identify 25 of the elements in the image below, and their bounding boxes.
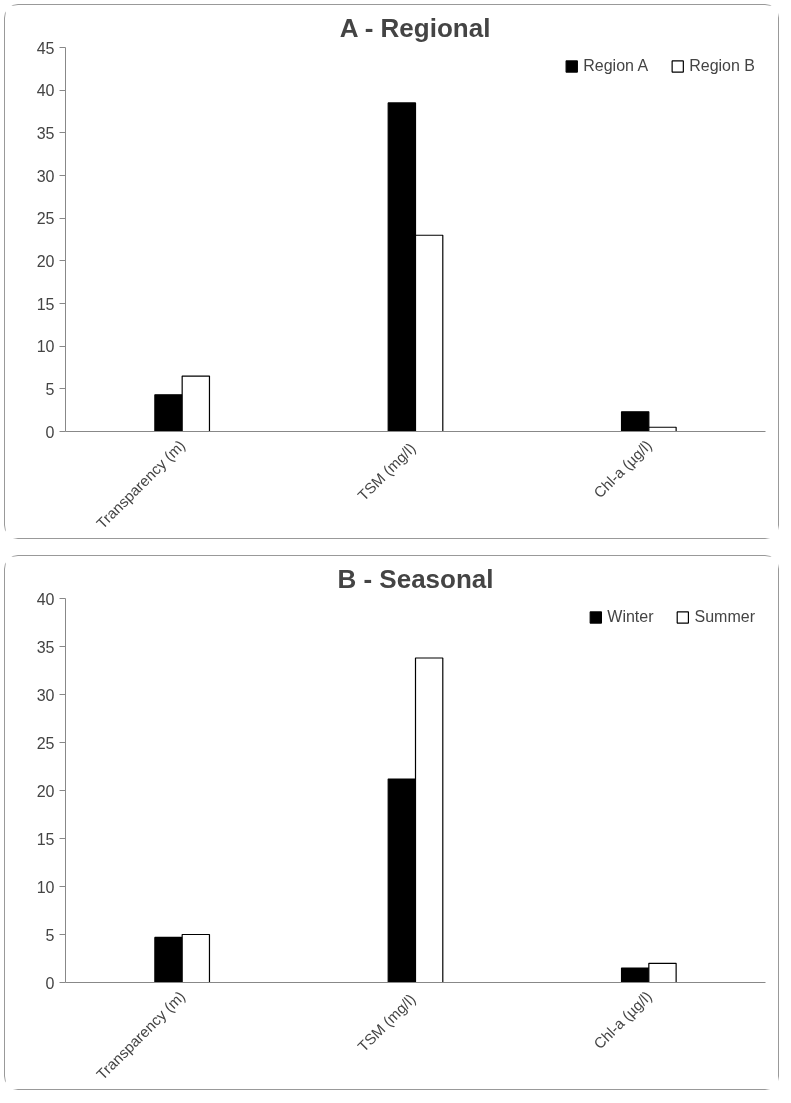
y-tick-label: 25 <box>36 734 55 752</box>
chart-title: B - Seasonal <box>337 563 494 594</box>
y-tick-label: 35 <box>36 638 55 656</box>
legend-label: Winter <box>607 608 654 626</box>
y-tick-label: 15 <box>36 295 55 313</box>
legend-label: Region B <box>689 57 755 75</box>
y-tick-label: 40 <box>36 590 55 608</box>
y-tick-label: 10 <box>36 338 55 356</box>
legend-label: Summer <box>694 608 755 626</box>
y-tick-label: 40 <box>36 82 55 100</box>
y-tick-label: 0 <box>45 423 55 441</box>
y-tick-label: 25 <box>36 210 55 228</box>
legend-label: Region A <box>583 57 649 75</box>
y-tick-label: 10 <box>36 878 55 896</box>
y-tick-label: 30 <box>36 167 55 185</box>
y-tick-label: 15 <box>36 830 55 848</box>
y-tick-label: 5 <box>45 926 55 944</box>
y-tick-label: 35 <box>36 124 55 142</box>
y-tick-label: 5 <box>45 380 55 398</box>
y-tick-label: 30 <box>36 686 55 704</box>
y-tick-label: 0 <box>45 974 55 992</box>
y-tick-label: 20 <box>36 252 55 270</box>
chart-title: A - Regional <box>339 12 491 43</box>
y-tick-label: 45 <box>36 39 55 57</box>
y-tick-label: 20 <box>36 782 55 800</box>
